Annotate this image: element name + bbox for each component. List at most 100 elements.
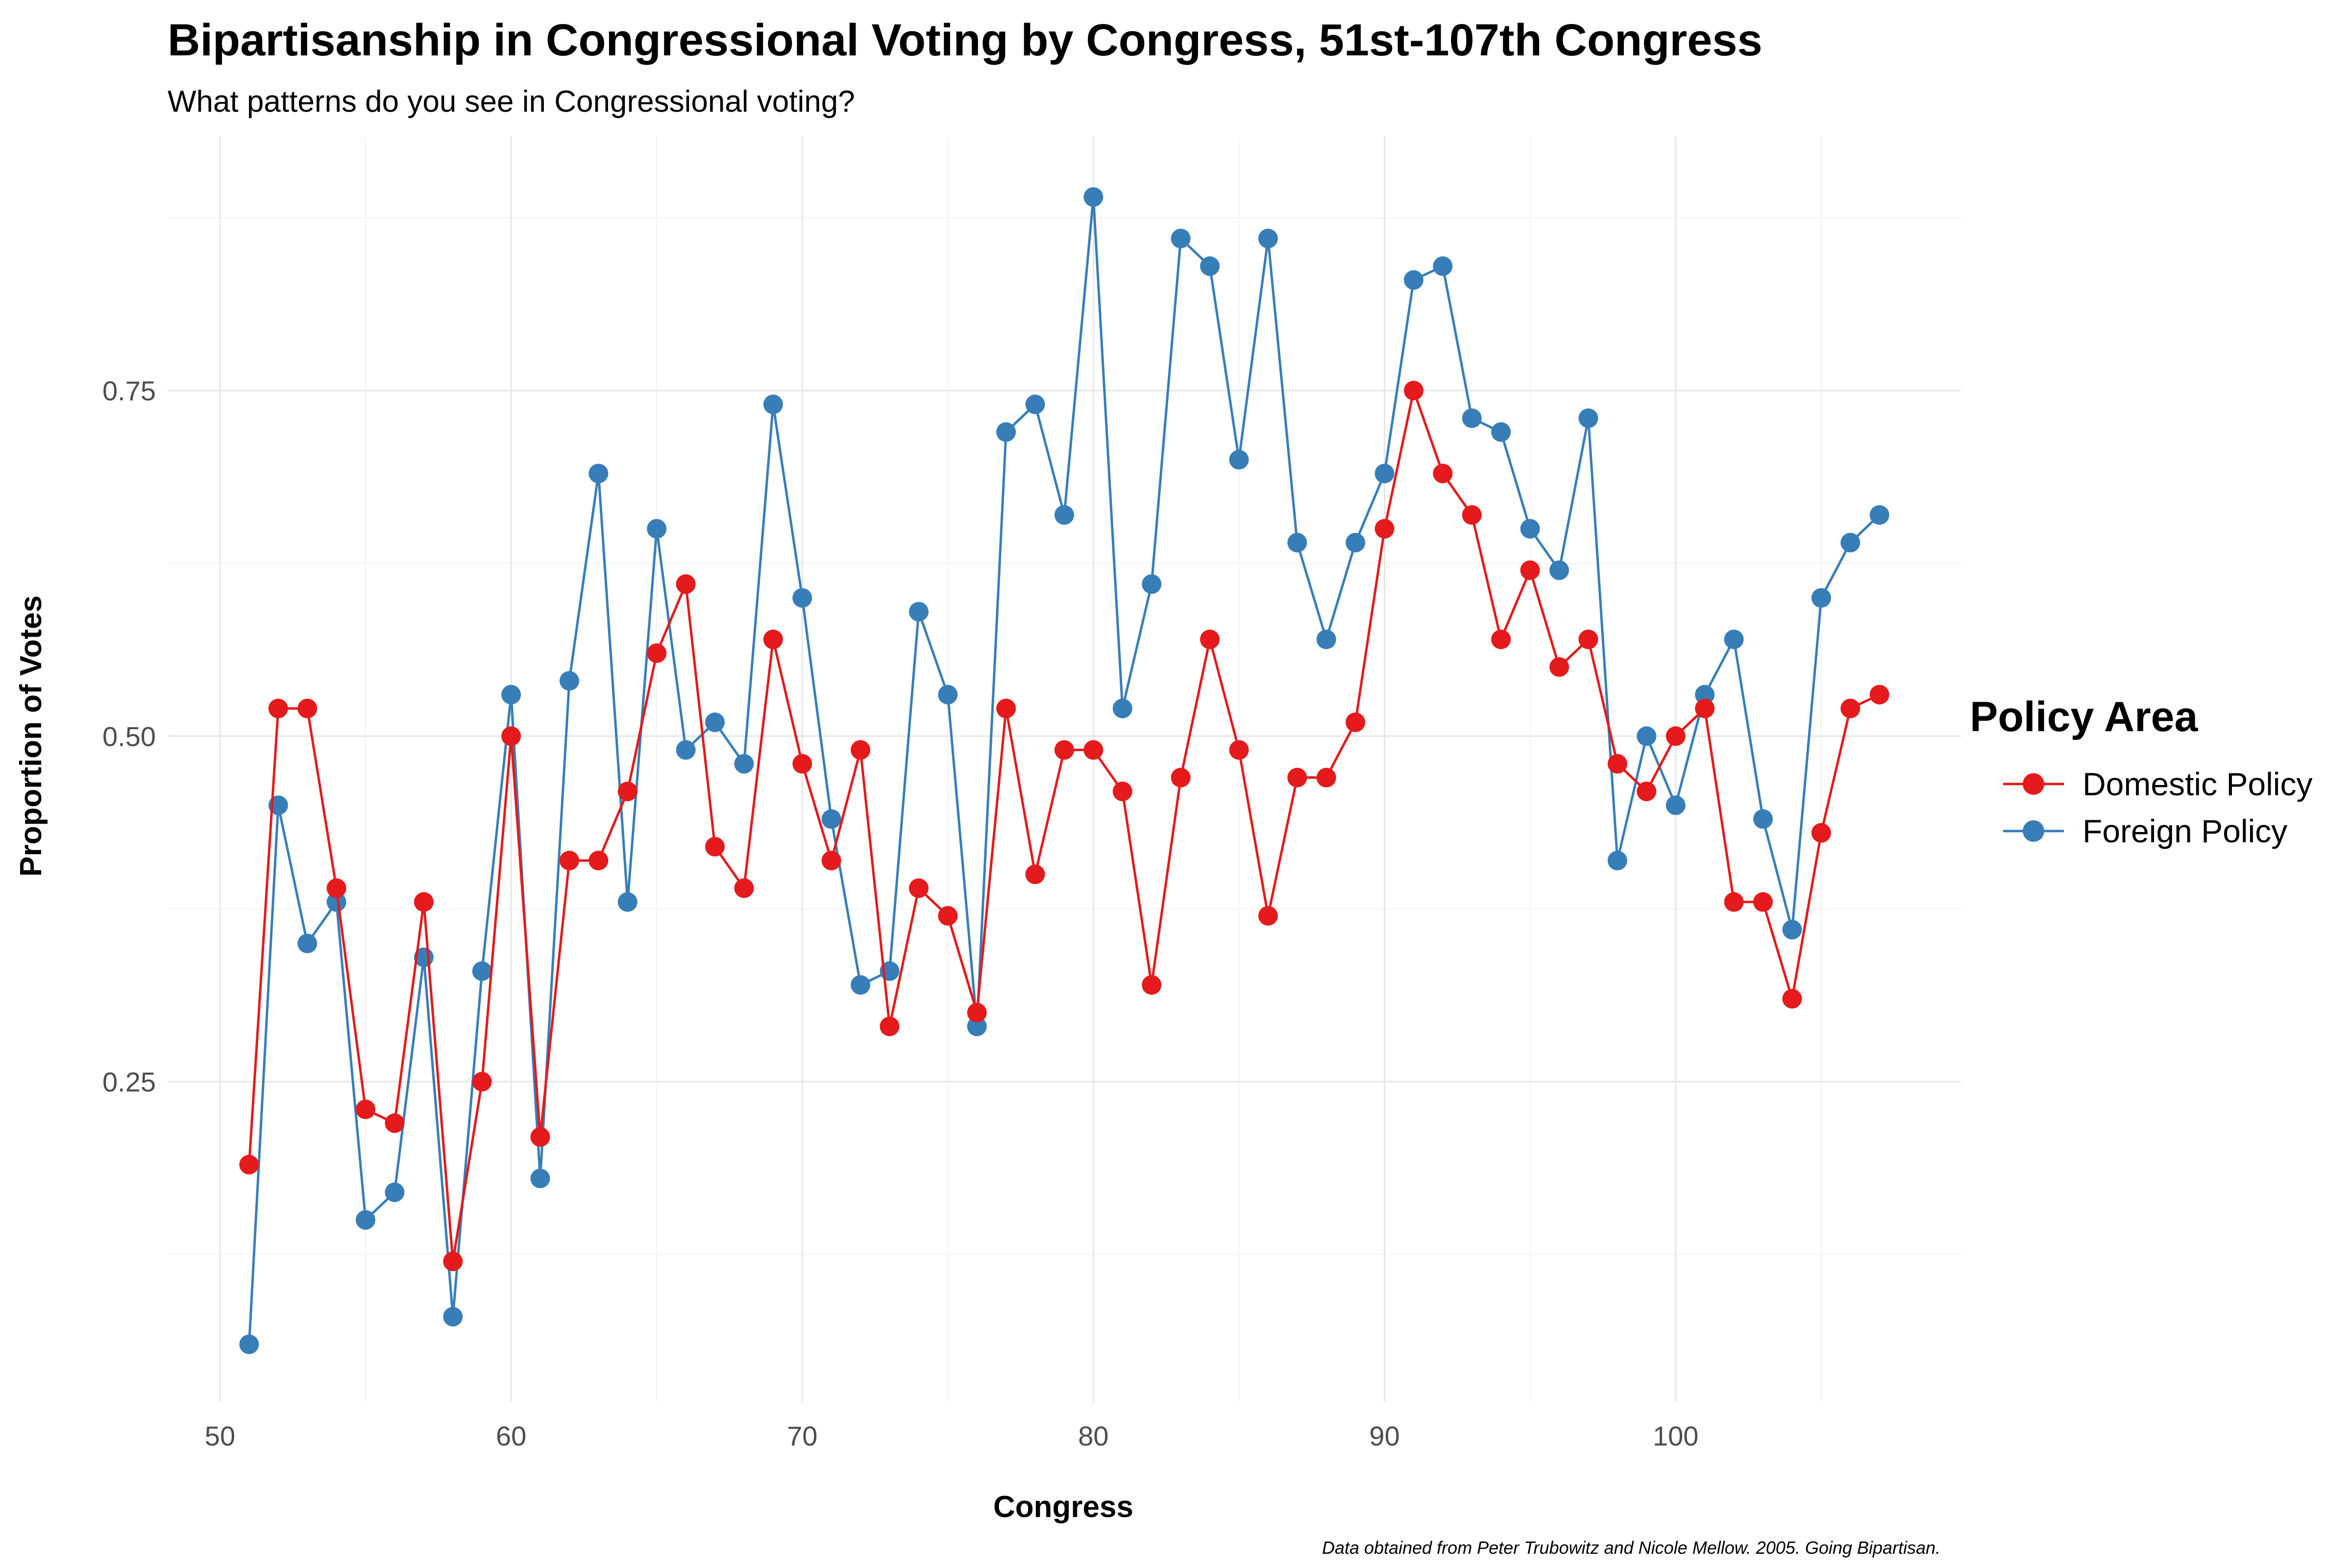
series-domestic-policy	[239, 381, 1889, 1272]
legend-item-foreign-policy: Foreign Policy	[2003, 813, 2287, 849]
y-axis-title: Proportion of Votes	[14, 595, 48, 877]
x-tick-label: 50	[205, 1421, 235, 1451]
point-domestic-policy	[1724, 892, 1744, 912]
point-foreign-policy	[1258, 228, 1278, 248]
point-foreign-policy	[1549, 560, 1569, 580]
point-foreign-policy	[821, 809, 841, 829]
point-domestic-policy	[1054, 740, 1074, 760]
point-foreign-policy	[1112, 698, 1132, 718]
point-foreign-policy	[996, 422, 1016, 442]
point-foreign-policy	[1462, 408, 1482, 428]
point-domestic-policy	[967, 1003, 987, 1023]
point-foreign-policy	[1637, 726, 1657, 746]
point-domestic-policy	[851, 740, 871, 760]
point-foreign-policy	[938, 685, 958, 705]
point-foreign-policy	[851, 975, 871, 995]
point-domestic-policy	[501, 726, 521, 746]
point-foreign-policy	[1025, 394, 1045, 415]
point-domestic-policy	[1811, 823, 1831, 843]
point-foreign-policy	[1782, 920, 1802, 940]
point-domestic-policy	[908, 878, 929, 898]
point-domestic-policy	[1462, 505, 1482, 525]
point-foreign-policy	[647, 519, 667, 539]
point-domestic-policy	[559, 851, 579, 871]
point-domestic-policy	[1433, 464, 1453, 484]
legend: Policy Area Domestic Policy Foreign Polic…	[1970, 693, 2312, 849]
x-axis-ticks: 50 60 70 80 90 100	[205, 1421, 1699, 1451]
point-foreign-policy	[1753, 809, 1773, 829]
point-domestic-policy	[821, 851, 841, 871]
point-domestic-policy	[1374, 519, 1395, 539]
point-domestic-policy	[617, 782, 637, 802]
point-domestic-policy	[1869, 685, 1889, 705]
y-axis-ticks: 0.25 0.50 0.75	[102, 375, 156, 1097]
point-domestic-policy	[385, 1113, 405, 1133]
point-foreign-policy	[1229, 450, 1249, 470]
legend-title: Policy Area	[1970, 693, 2198, 740]
point-foreign-policy	[1316, 629, 1336, 649]
point-foreign-policy	[1491, 422, 1511, 442]
point-domestic-policy	[1025, 864, 1045, 884]
point-foreign-policy	[1433, 256, 1453, 276]
chart-subtitle: What patterns do you see in Congressiona…	[168, 85, 855, 119]
x-axis-title: Congress	[993, 1490, 1133, 1524]
point-domestic-policy	[1346, 712, 1366, 733]
point-domestic-policy	[1403, 381, 1423, 401]
x-tick-label: 90	[1369, 1421, 1399, 1451]
point-foreign-policy	[1200, 256, 1220, 276]
point-domestic-policy	[1782, 989, 1802, 1009]
point-foreign-policy	[1666, 795, 1686, 815]
point-domestic-policy	[792, 754, 812, 774]
point-foreign-policy	[763, 394, 783, 415]
point-foreign-policy	[1869, 505, 1889, 525]
point-domestic-policy	[1287, 767, 1307, 787]
point-domestic-policy	[1112, 782, 1132, 802]
legend-item-domestic-policy: Domestic Policy	[2003, 766, 2312, 802]
point-domestic-policy	[588, 851, 609, 871]
point-domestic-policy	[326, 878, 346, 898]
point-foreign-policy	[356, 1210, 376, 1230]
grid	[168, 136, 1961, 1402]
point-domestic-policy	[1637, 782, 1657, 802]
point-domestic-policy	[356, 1099, 376, 1119]
point-foreign-policy	[1054, 505, 1074, 525]
x-tick-label: 70	[787, 1421, 817, 1451]
chart-title: Bipartisanship in Congressional Voting b…	[168, 15, 1763, 65]
point-domestic-policy	[1083, 740, 1103, 760]
point-domestic-policy	[996, 698, 1016, 718]
point-foreign-policy	[1811, 588, 1831, 608]
point-foreign-policy	[676, 740, 696, 760]
y-tick-label: 0.25	[102, 1067, 156, 1098]
legend-label: Domestic Policy	[2082, 766, 2312, 802]
legend-items: Domestic Policy Foreign Policy	[2003, 766, 2312, 849]
point-foreign-policy	[1083, 187, 1103, 207]
point-foreign-policy	[967, 1016, 987, 1036]
point-domestic-policy	[1171, 767, 1191, 787]
chart-caption: Data obtained from Peter Trubowitz and N…	[1322, 1538, 1940, 1558]
point-domestic-policy	[1200, 629, 1220, 649]
point-domestic-policy	[530, 1127, 550, 1147]
point-foreign-policy	[1142, 574, 1162, 594]
point-domestic-policy	[647, 643, 667, 663]
point-domestic-policy	[1142, 975, 1162, 995]
point-domestic-policy	[1607, 754, 1627, 774]
point-domestic-policy	[1666, 726, 1686, 746]
point-foreign-policy	[501, 685, 521, 705]
point-foreign-policy	[239, 1334, 259, 1354]
point-domestic-policy	[472, 1072, 492, 1092]
point-domestic-policy	[1549, 657, 1569, 677]
point-foreign-policy	[1520, 519, 1540, 539]
point-domestic-policy	[1753, 892, 1773, 912]
point-foreign-policy	[530, 1169, 550, 1189]
x-tick-label: 100	[1653, 1421, 1698, 1451]
point-foreign-policy	[1607, 851, 1627, 871]
point-foreign-policy	[1840, 533, 1861, 553]
point-foreign-policy	[1346, 533, 1366, 553]
y-tick-label: 0.75	[102, 375, 156, 406]
point-foreign-policy	[705, 712, 725, 733]
point-domestic-policy	[1229, 740, 1249, 760]
legend-key-point	[2023, 773, 2044, 795]
point-domestic-policy	[297, 698, 318, 718]
x-tick-label: 80	[1078, 1421, 1108, 1451]
